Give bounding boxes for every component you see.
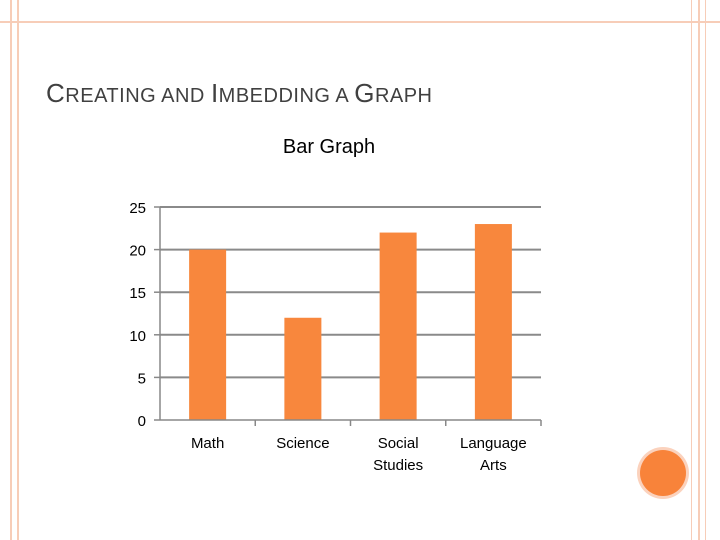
border-line: [691, 0, 692, 540]
decorative-circle: [640, 450, 686, 496]
slide-title-part: I: [210, 78, 219, 108]
x-tick-label: Science: [276, 435, 329, 452]
bar: [474, 224, 512, 420]
slide-title-part: RAPH: [374, 85, 433, 107]
border-line: [17, 0, 19, 540]
border-line: [698, 0, 700, 540]
slide-title-part: C: [46, 78, 66, 108]
y-tick-label: 25: [129, 200, 146, 217]
bar: [379, 232, 417, 420]
x-tick-label: Social: [378, 435, 419, 452]
bar: [284, 317, 322, 420]
slide-title-part: G: [354, 78, 375, 108]
border-line: [705, 0, 706, 540]
border-line: [0, 21, 720, 23]
y-tick-label: 10: [129, 328, 146, 345]
x-tick-label: Studies: [373, 457, 423, 474]
bar: [189, 249, 227, 420]
y-tick-label: 15: [129, 285, 146, 302]
x-tick-label: Arts: [480, 457, 507, 474]
slide-title: CREATING AND IMBEDDING A GRAPH: [46, 78, 433, 109]
slide-title-part: MBEDDING A: [218, 85, 355, 107]
x-tick-label: Math: [191, 435, 224, 452]
slide-title-part: REATING AND: [65, 85, 211, 107]
y-tick-label: 5: [138, 370, 146, 387]
y-tick-label: 20: [129, 243, 146, 260]
chart-title: Bar Graph: [283, 136, 375, 158]
y-tick-label: 0: [138, 413, 146, 430]
x-tick-label: Language: [460, 435, 527, 452]
border-line: [10, 0, 12, 540]
